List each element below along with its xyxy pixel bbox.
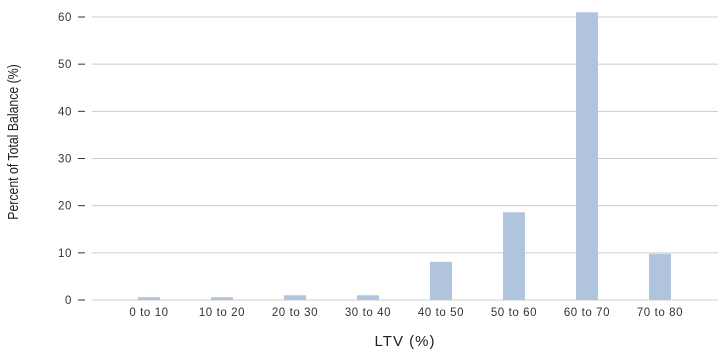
- y-axis-title: Percent of Total Balance (%): [5, 64, 21, 220]
- bar-40-to-50: [430, 261, 452, 300]
- x-tick-label-10-to-20: 10 to 20: [199, 307, 245, 319]
- bar-20-to-30: [284, 295, 306, 300]
- bar-30-to-40: [357, 295, 379, 300]
- gridlines: [92, 16, 718, 301]
- x-tick-label-30-to-40: 30 to 40: [345, 307, 391, 319]
- x-tick-label-20-to-30: 20 to 30: [272, 307, 318, 319]
- x-tick-label-70-to-80: 70 to 80: [637, 307, 683, 319]
- x-tick-label-60-to-70: 60 to 70: [564, 307, 610, 319]
- x-tick-label-50-to-60: 50 to 60: [491, 307, 537, 319]
- y-tick-label-30: 30: [58, 154, 72, 166]
- y-tick-label-50: 50: [58, 59, 72, 71]
- x-axis-title: LTV (%): [375, 333, 436, 350]
- y-tick-label-10: 10: [58, 248, 72, 260]
- y-tick-label-40: 40: [58, 106, 72, 118]
- y-tick-labels: 0 10 20 30 40 50 60: [58, 12, 85, 307]
- y-tick-label-60: 60: [58, 12, 72, 24]
- bar-0-to-10: [138, 297, 160, 300]
- bar-70-to-80: [649, 253, 671, 300]
- bar-10-to-20: [211, 297, 233, 300]
- x-tick-labels: 0 to 10 10 to 20 20 to 30 30 to 40 40 to 50 5…: [129, 307, 683, 319]
- y-tick-label-0: 0: [65, 295, 72, 307]
- bar-60-to-70: [576, 12, 598, 301]
- x-tick-label-0-to-10: 0 to 10: [129, 307, 168, 319]
- bar-50-to-60: [503, 212, 525, 300]
- bars: [138, 12, 671, 301]
- x-tick-label-40-to-50: 40 to 50: [418, 307, 464, 319]
- y-tick-label-20: 20: [58, 201, 72, 213]
